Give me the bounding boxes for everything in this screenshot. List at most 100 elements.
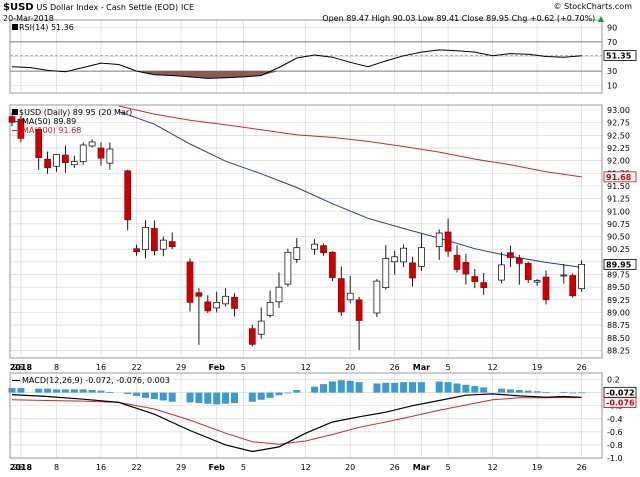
signal-last-tag-box	[603, 397, 637, 408]
high-value: 90.03	[392, 14, 416, 23]
macd-histogram-bar	[133, 392, 141, 396]
macd-histogram-bar	[435, 381, 443, 393]
macd-histogram-bar	[17, 388, 25, 393]
macd-histogram-bar	[222, 392, 230, 404]
macd-histogram-bar	[409, 382, 416, 393]
macd-histogram-bar	[79, 389, 87, 393]
macd-histogram-bar	[417, 382, 425, 393]
candle-up	[400, 247, 407, 263]
price-x-tick-label: 12	[488, 363, 498, 372]
price-panel-frame	[9, 104, 603, 359]
macd-histogram-bar	[35, 388, 43, 393]
macd-histogram-bar	[248, 392, 256, 402]
ohlc-readout: Open 89.47 High 90.03 Low 89.41 Close 89…	[322, 14, 604, 23]
macd-histogram-bar	[524, 390, 532, 393]
price-tick-label: 93.00	[607, 106, 630, 115]
macd-histogram-bar	[195, 392, 203, 404]
candle-up	[311, 243, 318, 250]
macd-signal-line	[11, 397, 582, 445]
price-legend-main: $USD (Daily) 89.95 (20 Mar)	[12, 108, 132, 117]
price-tick-label: 89.00	[607, 308, 630, 317]
price-tick-label: 89.50	[607, 283, 630, 292]
rsi-tick-label: 90	[607, 23, 617, 32]
candle-down	[133, 248, 140, 253]
ma50-legend: MA(50) 89.89	[12, 117, 132, 126]
macd-histogram-bar	[53, 389, 60, 393]
macd-histogram-bar	[142, 392, 149, 398]
rsi-oversold-fill	[12, 71, 582, 79]
macd-x-tick-label: 26	[13, 463, 23, 472]
candle-down	[195, 292, 203, 297]
macd-x-tick-label: Mar	[413, 463, 430, 472]
macd-histogram-bar	[444, 382, 452, 393]
candle-up	[213, 301, 221, 309]
candle-up	[533, 280, 541, 283]
price-x-tick-label: Mar	[413, 363, 430, 372]
candle-up	[257, 320, 265, 335]
panel-frames	[9, 19, 603, 459]
candle-down	[151, 228, 158, 252]
macd-histogram-bar	[400, 382, 408, 393]
chg-value: +0.62 (+0.70%)	[529, 14, 596, 23]
candle-down	[186, 261, 194, 303]
macd-x-tick-label: 12	[301, 463, 311, 472]
rsi-line	[11, 49, 582, 79]
macd-histogram-bar	[542, 391, 550, 393]
candle-up	[159, 239, 167, 250]
macd-histogram-bar	[560, 391, 568, 393]
price-x-tick-label: 5	[241, 363, 246, 372]
chart-header: $USD US Dollar Index - Cash Settle (EOD)…	[3, 2, 194, 13]
macd-histogram-bar	[97, 390, 105, 393]
candle-down	[507, 252, 514, 259]
symbol-label: $USD	[3, 2, 34, 13]
macd-histogram-bar	[328, 381, 336, 393]
candle-up	[266, 301, 274, 316]
candle-up	[346, 292, 354, 301]
price-x-tick-label: 22	[132, 363, 142, 372]
macd-histogram-bar	[8, 388, 16, 393]
candle-up	[382, 257, 390, 289]
candle-down	[204, 301, 212, 312]
candle-down	[515, 257, 523, 264]
price-series	[8, 105, 585, 350]
price-tick-label: 92.75	[607, 119, 630, 128]
macd-x-tick-label: 26	[390, 463, 400, 472]
candle-legend-icon	[12, 109, 18, 115]
price-x-tick-label: 29	[176, 363, 186, 372]
instrument-name: US Dollar Index - Cash Settle (EOD)	[36, 3, 179, 12]
macd-histogram-bar	[88, 390, 96, 393]
price-tick-label: 91.25	[607, 195, 630, 204]
macd-histogram-bar	[61, 389, 69, 393]
candle-up	[53, 154, 60, 167]
candle-up	[293, 247, 301, 260]
macd-x-tick-label: 22	[132, 463, 142, 472]
price-x-tick-label: 19	[532, 363, 542, 372]
price-x-tick-label: Feb	[209, 363, 226, 372]
candle-down	[480, 282, 488, 289]
macd-histogram-bar	[471, 386, 479, 393]
macd-histogram-bar	[168, 392, 176, 402]
candle-down	[462, 262, 470, 275]
close-value: 89.95	[486, 14, 510, 23]
candle-down	[453, 254, 461, 270]
last-price-tag-box	[603, 258, 637, 270]
candle-up	[560, 274, 568, 277]
macd-histogram-bar	[106, 391, 114, 393]
macd-x-tick-label: 2018	[10, 463, 33, 472]
macd-histogram-bar	[124, 392, 132, 394]
price-tick-label: 90.75	[607, 220, 630, 229]
macd-histogram-bar	[391, 382, 399, 393]
candle-down	[124, 170, 132, 221]
candle-up	[79, 144, 87, 163]
macd-x-tick-label: 8	[54, 463, 59, 472]
price-tick-label: 88.25	[607, 346, 630, 355]
candle-up	[88, 141, 96, 147]
macd-histogram-bar	[320, 384, 327, 393]
rsi-tick-label: 30	[607, 67, 617, 76]
candle-up	[391, 256, 399, 263]
price-tick-label: 89.25	[607, 296, 630, 305]
macd-tick-label: 0.2	[607, 376, 620, 385]
price-x-tick-label: 8	[54, 363, 59, 372]
macd-histogram-bar	[266, 392, 274, 398]
